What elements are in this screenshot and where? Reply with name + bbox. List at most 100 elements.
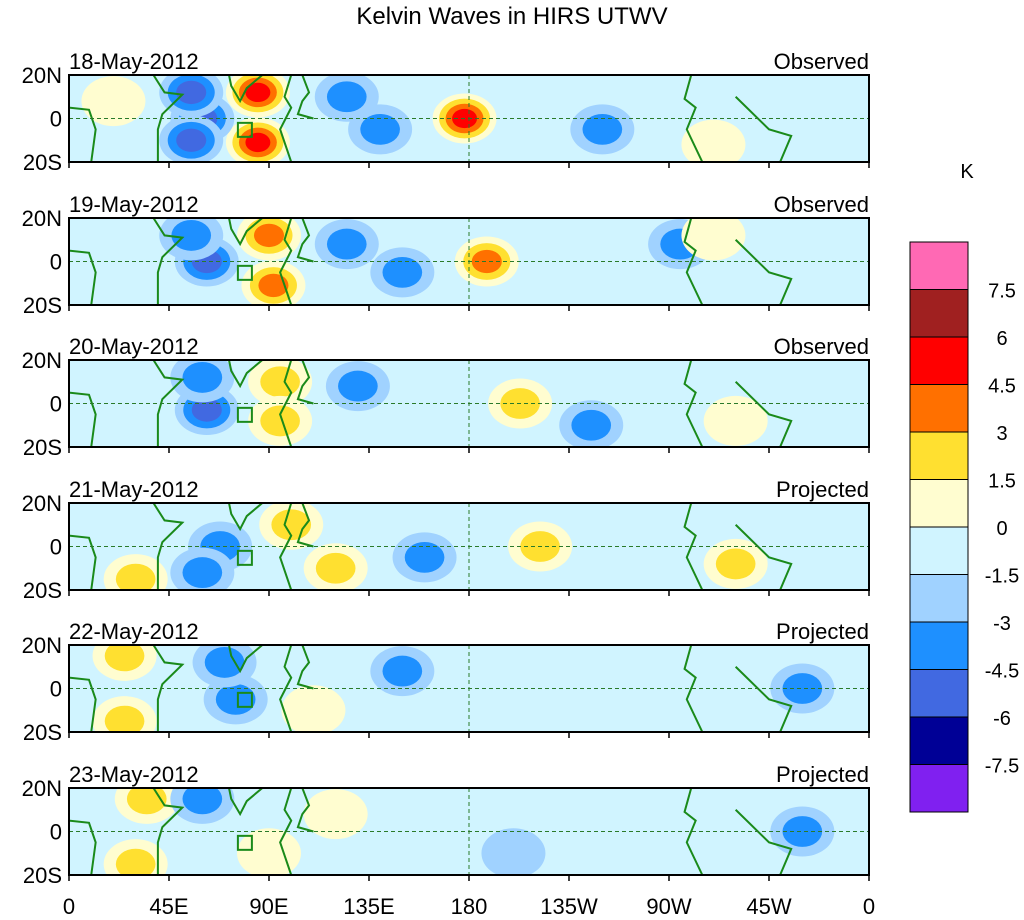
anomaly-contour xyxy=(715,548,756,580)
coastline xyxy=(228,503,263,532)
coastline xyxy=(152,788,185,875)
colorbar-label: -1.5 xyxy=(985,566,1019,588)
y-tick-label: 20N xyxy=(22,348,62,373)
colorbar-swatch xyxy=(909,574,969,623)
anomaly-contour xyxy=(191,398,222,422)
coastline xyxy=(734,809,793,875)
y-tick-label: 20N xyxy=(22,206,62,231)
x-tick-label: 90W xyxy=(646,894,691,919)
map-panel: 18-May-2012 Observed 20N 0 20S xyxy=(22,49,870,175)
anomaly-contour xyxy=(182,361,223,393)
panel-date: 20-May-2012 xyxy=(69,334,199,359)
region-box xyxy=(236,834,253,851)
x-tick-label: 45W xyxy=(746,894,791,919)
coastline xyxy=(734,239,793,305)
colorbar-label: 4.5 xyxy=(988,376,1016,398)
colorbar-label: 6 xyxy=(996,328,1007,350)
panel-date: 18-May-2012 xyxy=(69,49,199,74)
x-tick-label: 135W xyxy=(540,894,598,919)
coastline xyxy=(683,75,704,162)
coastline xyxy=(296,788,314,833)
anomaly-contour xyxy=(681,218,746,261)
y-tick-label: 20N xyxy=(22,491,62,516)
anomaly-contour xyxy=(338,370,378,402)
coastline xyxy=(228,788,263,817)
coastline xyxy=(683,360,704,447)
coastline xyxy=(152,218,185,305)
anomaly-contour xyxy=(182,788,223,815)
colorbar-swatch xyxy=(909,716,969,765)
anomaly-contour xyxy=(360,113,400,145)
y-tick-label: 20S xyxy=(23,150,62,175)
coastline xyxy=(152,75,185,162)
anomaly-contour xyxy=(582,113,623,145)
colorbar-swatch xyxy=(909,384,969,433)
coastline xyxy=(734,524,793,590)
anomaly-contour xyxy=(245,82,271,103)
coastline xyxy=(683,218,704,305)
anomaly-contour xyxy=(315,552,356,584)
anomaly-contour xyxy=(471,249,502,274)
y-tick-label: 0 xyxy=(50,535,62,560)
coastline xyxy=(683,645,704,732)
map-panel: 21-May-2012 Projected 20N 0 20S xyxy=(22,477,870,603)
anomaly-contour xyxy=(115,563,156,590)
coastline xyxy=(152,645,185,732)
map-panel: 19-May-2012 Observed 20N 0 20S xyxy=(22,192,870,318)
region-box xyxy=(236,121,253,138)
anomaly-contour xyxy=(303,789,368,840)
chart-title: Kelvin Waves in HIRS UTWV xyxy=(356,3,667,30)
x-tick-label: 45E xyxy=(149,894,188,919)
coastline xyxy=(228,360,263,389)
anomaly-contour xyxy=(176,128,207,152)
coastline xyxy=(69,391,97,447)
coastline xyxy=(69,249,97,305)
anomaly-contour xyxy=(260,366,300,398)
colorbar-swatch xyxy=(909,431,969,480)
anomaly-contour xyxy=(115,848,156,875)
anomaly-contour xyxy=(260,405,300,437)
region-box xyxy=(236,264,253,281)
panel-type: Projected xyxy=(776,619,869,644)
anomaly-contour xyxy=(326,228,367,260)
region-box xyxy=(236,691,253,708)
y-tick-label: 0 xyxy=(50,107,62,132)
anomaly-contour xyxy=(253,223,285,248)
coastline xyxy=(296,503,314,548)
anomaly-contour xyxy=(703,395,768,446)
colorbar-label: 3 xyxy=(996,423,1007,445)
y-tick-label: 20N xyxy=(22,776,62,801)
coastline xyxy=(734,96,793,162)
colorbar-swatch xyxy=(909,764,969,813)
colorbar-label: -3 xyxy=(993,613,1011,635)
y-tick-label: 20S xyxy=(23,863,62,888)
coastline xyxy=(69,676,97,732)
colorbar-swatch xyxy=(909,621,969,670)
coastline xyxy=(69,819,97,875)
colorbar-swatch xyxy=(909,669,969,718)
coastline xyxy=(683,503,704,590)
x-tick-label: 0 xyxy=(863,894,875,919)
x-tick-label: 135E xyxy=(343,894,394,919)
y-tick-label: 0 xyxy=(50,392,62,417)
colorbar-swatch xyxy=(909,336,969,385)
y-tick-label: 20S xyxy=(23,578,62,603)
anomaly-contour xyxy=(182,557,223,589)
map-panel: 23-May-2012 Projected 20N 0 20S xyxy=(22,762,870,888)
x-tick-label: 180 xyxy=(451,894,488,919)
coastline xyxy=(734,381,793,447)
coastline xyxy=(228,75,263,104)
coastline xyxy=(279,645,293,732)
map-panel: 22-May-2012 Projected 20N 0 20S xyxy=(22,619,870,745)
colorbar-swatch xyxy=(909,479,969,528)
coastline xyxy=(279,503,293,590)
panel-type: Observed xyxy=(774,49,869,74)
panel-type: Projected xyxy=(776,762,869,787)
colorbar-label: 7.5 xyxy=(988,281,1016,303)
colorbar-swatch xyxy=(909,289,969,338)
anomaly-contour xyxy=(382,256,423,288)
coastline xyxy=(279,218,293,305)
colorbar-label: 0 xyxy=(996,518,1007,540)
anomaly-contour xyxy=(404,541,445,573)
